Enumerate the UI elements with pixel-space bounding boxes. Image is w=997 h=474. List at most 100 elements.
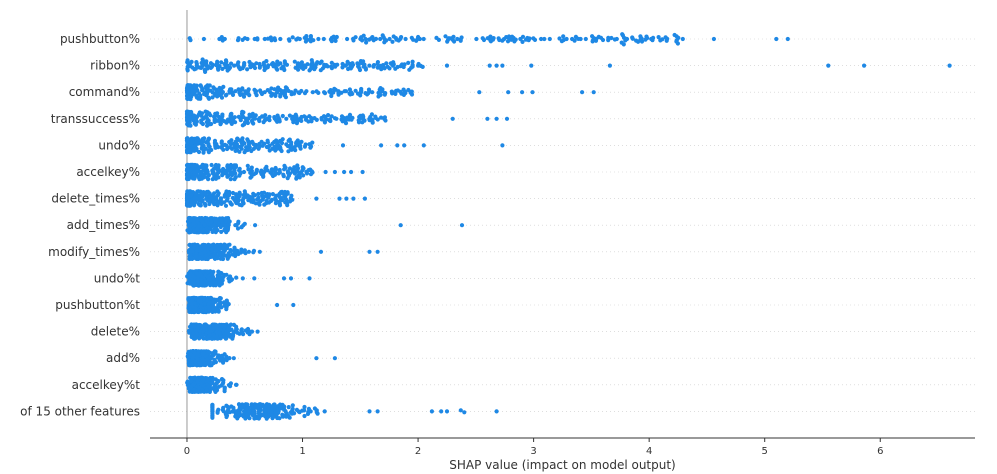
shap-point (192, 301, 197, 306)
shap-point (363, 67, 368, 72)
shap-point (185, 68, 190, 73)
shap-point (292, 411, 297, 416)
shap-point (459, 223, 465, 228)
shap-point (234, 275, 239, 280)
x-tick-label: 1 (299, 446, 305, 457)
shap-point (220, 38, 225, 43)
shap-point (190, 201, 195, 206)
shap-point (559, 39, 565, 44)
shap-point (259, 91, 265, 97)
shap-point (294, 176, 299, 181)
shap-point (406, 60, 411, 65)
shap-point (278, 94, 283, 99)
shap-point (198, 171, 203, 176)
shap-point (421, 143, 426, 148)
shap-point (947, 63, 952, 68)
shap-point (303, 39, 308, 44)
shap-point (325, 64, 330, 69)
shap-point (262, 67, 267, 73)
shap-point (297, 36, 302, 42)
shap-point (607, 63, 613, 68)
shap-point (206, 177, 211, 182)
shap-point (345, 36, 350, 42)
shap-point (208, 281, 213, 286)
shap-point (197, 177, 202, 182)
shap-point (288, 276, 294, 281)
shap-point (520, 90, 525, 95)
shap-point (233, 253, 238, 259)
shap-point (283, 95, 288, 100)
shap-point (185, 162, 190, 167)
shap-point (277, 203, 283, 208)
shap-point (237, 331, 242, 336)
shap-point (217, 85, 222, 91)
shap-point (216, 309, 221, 314)
shap-point (191, 336, 197, 341)
shap-point (224, 307, 229, 312)
shap-point (364, 40, 369, 45)
shap-point (187, 281, 192, 286)
shap-point (214, 324, 219, 329)
shap-point (395, 143, 400, 148)
shap-point (209, 162, 214, 168)
shap-point (243, 251, 248, 256)
shap-point (357, 67, 363, 73)
shap-point (266, 145, 271, 150)
shap-point (205, 336, 210, 341)
shap-point (260, 143, 265, 148)
shap-point (245, 147, 250, 153)
shap-point (826, 63, 831, 68)
shap-point (316, 90, 321, 95)
shap-point (222, 389, 227, 394)
shap-point (238, 118, 243, 123)
shap-point (254, 61, 259, 66)
shap-point (280, 113, 285, 119)
shap-point (417, 36, 422, 42)
shap-point (201, 309, 206, 315)
shap-point (401, 92, 406, 97)
shap-point (262, 202, 267, 207)
shap-point (520, 39, 525, 45)
shap-point (206, 111, 211, 116)
shap-point (600, 37, 606, 43)
shap-point (239, 225, 244, 230)
shap-point (286, 173, 291, 178)
shap-point (207, 389, 212, 394)
shap-point (223, 216, 228, 221)
shap-point (229, 202, 234, 207)
shap-point (230, 92, 236, 97)
shap-point (213, 283, 218, 288)
shap-point (785, 36, 790, 42)
feature-label: of 15 other features (20, 404, 140, 418)
x-axis-title: SHAP value (impact on model output) (449, 458, 676, 472)
shap-point (215, 410, 220, 415)
shap-point (210, 229, 215, 234)
shap-point (458, 408, 463, 413)
shap-point (270, 173, 276, 179)
shap-point (207, 201, 212, 207)
shap-point (237, 149, 242, 154)
shap-point (393, 66, 398, 71)
shap-point (199, 199, 205, 204)
shap-point (210, 336, 215, 341)
shap-point (590, 39, 595, 44)
shap-point (287, 38, 292, 43)
shap-point (379, 143, 384, 148)
shap-point (265, 36, 270, 41)
shap-point (257, 202, 262, 207)
shap-point (316, 36, 321, 42)
shap-point (202, 283, 207, 288)
shap-point (322, 119, 327, 124)
shap-point (329, 93, 334, 99)
shap-point (225, 164, 230, 169)
shap-point (409, 92, 415, 97)
shap-point (236, 251, 241, 257)
shap-point (271, 64, 276, 69)
shap-point (334, 116, 339, 121)
shap-point (326, 113, 331, 118)
shap-point (462, 410, 467, 415)
shap-point (192, 84, 197, 89)
shap-point (248, 65, 253, 70)
shap-point (445, 39, 450, 44)
shap-point (240, 37, 245, 43)
